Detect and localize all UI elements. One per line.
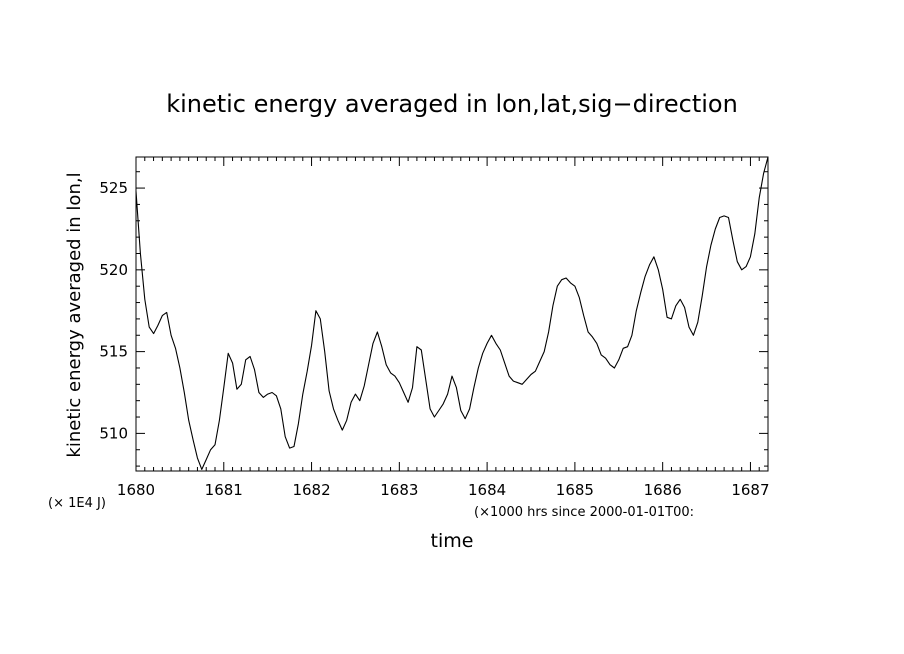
chart-title: kinetic energy averaged in lon,lat,sig−d… — [166, 90, 738, 118]
plot-frame — [135, 156, 769, 472]
x-tick-label: 1682 — [292, 481, 330, 499]
x-tick-label: 1683 — [380, 481, 418, 499]
x-tick-label: 1687 — [731, 481, 769, 499]
y-tick-label: 515 — [99, 343, 128, 361]
x-unit-note: (×1000 hrs since 2000-01-01T00: — [474, 505, 694, 520]
x-tick-label: 1684 — [468, 481, 506, 499]
series-line — [135, 156, 769, 470]
x-tick-label: 1685 — [556, 481, 594, 499]
y-tick-label: 510 — [99, 424, 128, 442]
axis-ticks — [135, 157, 769, 471]
x-tick-label: 1680 — [117, 481, 155, 499]
y-unit-note: (× 1E4 J) — [48, 496, 106, 511]
x-axis-label: time — [431, 530, 474, 552]
y-tick-label: 525 — [99, 179, 128, 197]
x-tick-label: 1686 — [644, 481, 682, 499]
axis-tick-labels: 1680 1681 1682 1683 1684 1685 1686 1687 510 515 52… — [99, 179, 769, 499]
series-layer — [135, 156, 769, 470]
y-axis-label: kinetic energy averaged in lon,l — [64, 172, 85, 457]
x-tick-label: 1681 — [205, 481, 243, 499]
y-tick-label: 520 — [99, 261, 128, 279]
